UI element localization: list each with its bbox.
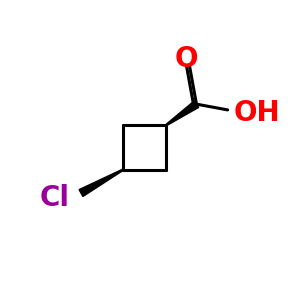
Text: Cl: Cl [39,184,69,212]
Text: O: O [175,45,199,73]
Polygon shape [79,169,123,196]
Polygon shape [166,101,199,125]
Text: OH: OH [233,99,280,127]
